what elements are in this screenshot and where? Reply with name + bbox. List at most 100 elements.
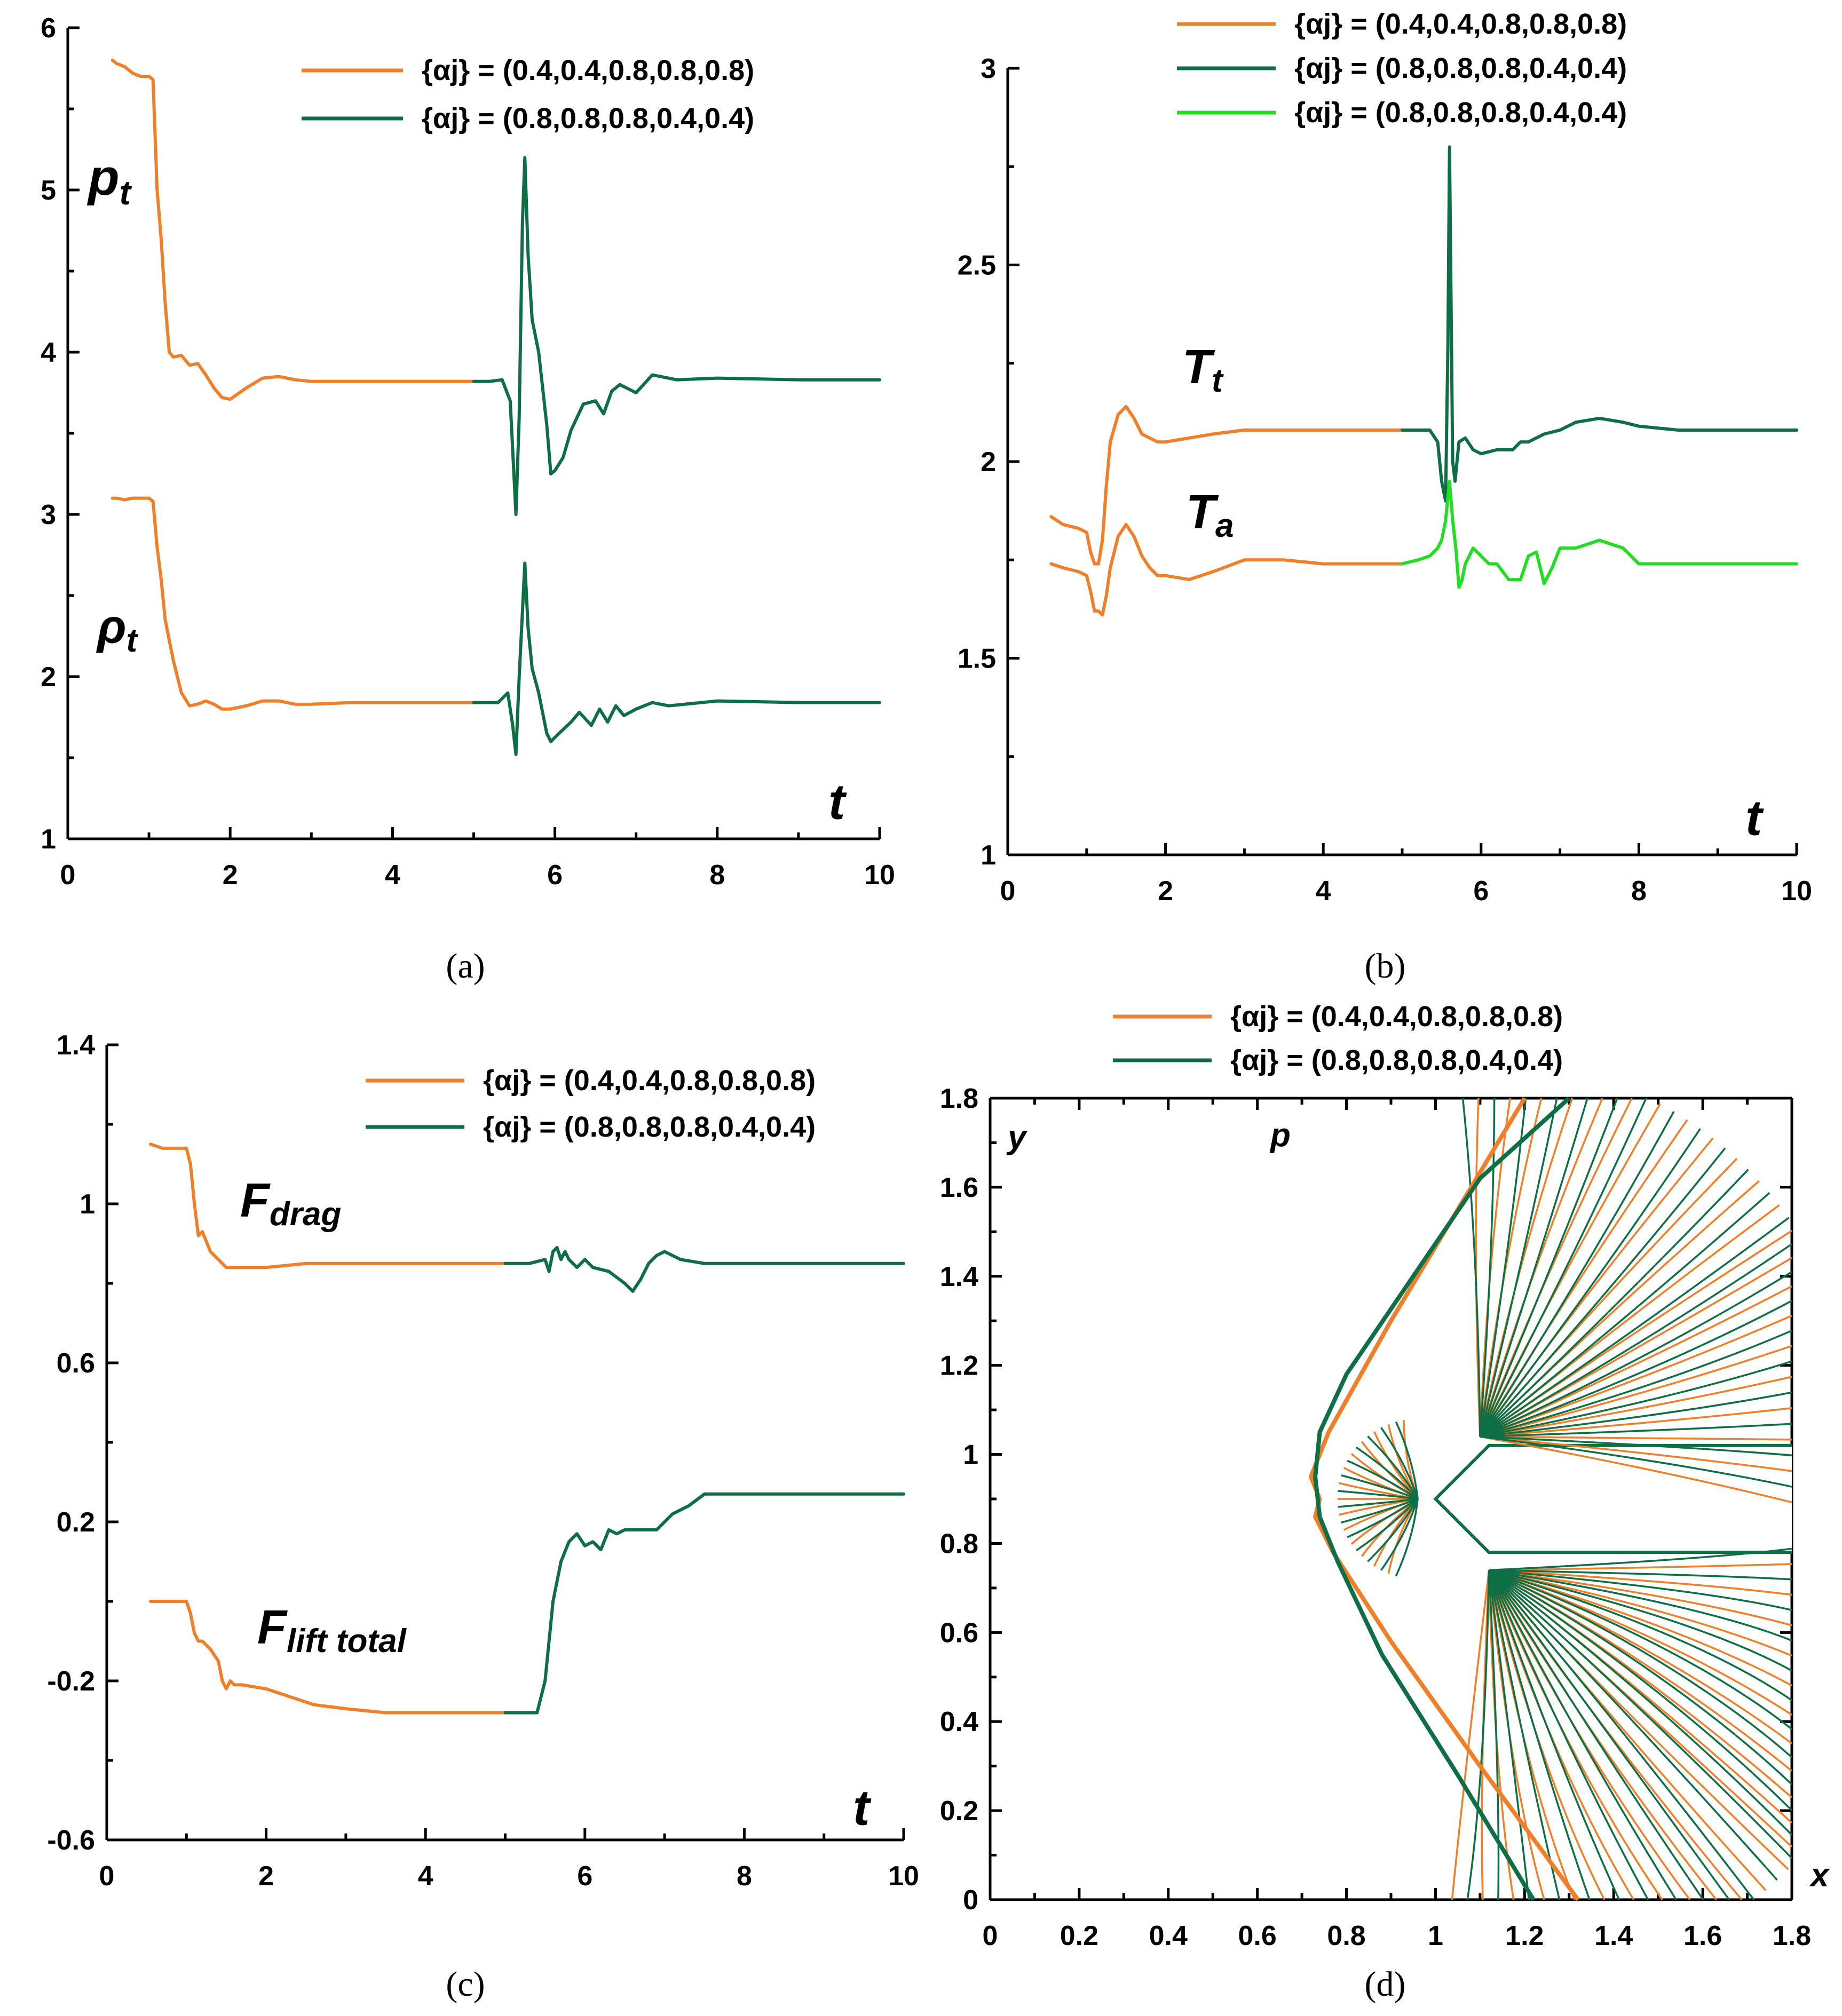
panel-b-legend-label-1: {αj} = (0.4,0.4,0.8,0.8,0.8) [1294, 8, 1627, 40]
panel-a-caption: (a) [446, 947, 485, 986]
panel-b-annotation-tt: Tt [1182, 340, 1224, 399]
panel-d-isoline [1479, 1098, 1496, 1437]
panel-c-series-line-4 [503, 1492, 905, 1715]
panel-a-legend: {αj} = (0.4,0.4,0.8,0.8,0.8) {αj} = (0.8… [302, 54, 754, 134]
panel-b-x-tick-label: 10 [1781, 876, 1812, 907]
panel-b-series-line-1 [1049, 404, 1404, 566]
panel-a-y-tick-label: 6 [41, 13, 56, 44]
panel-d-y-tick-label: 1 [963, 1440, 978, 1471]
panel-d-isolines-chart: 0 0.2 0.4 0.6 0.8 1 1.2 1.4 1.6 1.8 0 0.2 0.4 0.6 0.8 1… [940, 1001, 1830, 2004]
panel-d-xlabel: x [1809, 1857, 1830, 1894]
panel-d-x-tick-label: 1.4 [1594, 1920, 1633, 1951]
panel-d-isoline [1489, 1547, 1792, 1571]
panel-d-isoline [1488, 1569, 1730, 1901]
panel-c-y-tick-label: -0.6 [47, 1825, 95, 1856]
panel-d-x-tick-label: 1.6 [1683, 1920, 1722, 1951]
panel-d-isoline [1488, 1569, 1793, 1785]
panel-d-isoline [1488, 1569, 1789, 1870]
panel-d-x-tick-label: 1.2 [1505, 1920, 1544, 1951]
panel-d-isoline [1488, 1569, 1620, 1900]
panel-d-isoline [1488, 1570, 1515, 1900]
panel-b-y-tick-label: 1 [981, 840, 996, 871]
panel-c-y-tick-label: 0.6 [57, 1348, 95, 1379]
panel-d-isoline [1479, 1169, 1749, 1438]
panel-a-x-tick-label: 10 [864, 860, 895, 891]
panel-d-isoline [1488, 1570, 1591, 1900]
panel-d-legend-label-1: {αj} = (0.4,0.4,0.8,0.8,0.8) [1230, 1001, 1563, 1033]
panel-b-y-tick-label: 1.5 [958, 644, 996, 674]
panel-d-isoline [1488, 1570, 1545, 1900]
panel-c-series-line-3 [149, 1600, 507, 1715]
panel-c-plot-area: 0 2 4 6 8 10 -0.6 -0.2 0.2 0.6 1 1.4 [47, 1030, 919, 1892]
panel-a-y-tick-label: 3 [41, 499, 56, 530]
panel-c-x-tick-label: 10 [888, 1861, 919, 1892]
panel-a-xlabel: t [828, 774, 847, 830]
panel-d-isoline [1356, 1498, 1419, 1551]
panel-d-plot-area: 0 0.2 0.4 0.6 0.8 1 1.2 1.4 1.6 1.8 0 0.2 0.4 0.6 0.8 1… [940, 1083, 1811, 1951]
panel-d-y-tick-label: 0.4 [940, 1707, 978, 1737]
panel-d-isoline [1480, 1435, 1792, 1441]
panel-a-y-tick-label: 4 [41, 337, 56, 368]
panel-a-annotation-rho-t: ρt [96, 600, 139, 659]
panel-d-isoline [1488, 1569, 1704, 1900]
panel-d-isoline [1480, 1435, 1792, 1472]
panel-b-annotation-ta: Ta [1186, 486, 1234, 544]
panel-a-y-tick-label: 5 [41, 175, 56, 206]
panel-d-x-tick-label: 0 [983, 1920, 998, 1951]
panel-d-isoline [1488, 1569, 1649, 1900]
panel-d-isoline [1338, 1498, 1418, 1508]
panel-d-caption: (d) [1365, 1965, 1406, 2004]
panel-b-y-tick-label: 2 [981, 447, 996, 478]
panel-d-isoline [1480, 1435, 1792, 1488]
panel-d-isoline [1347, 1498, 1419, 1538]
panel-c-y-tick-label: 1 [80, 1189, 95, 1220]
panel-d-isoline [1489, 1569, 1792, 1687]
panel-a-y-tick-label: 1 [41, 824, 56, 855]
panel-b-temperature-chart: 0 2 4 6 8 10 1 1.5 2 2.5 3 {αj} = (0.4,0.4,0.8,0.8… [958, 8, 1812, 986]
panel-d-field-label: p [1269, 1117, 1291, 1154]
panel-d-isoline [1475, 1098, 1481, 1437]
panel-d-ylabel: y [1006, 1119, 1028, 1156]
panel-d-isoline [1367, 1435, 1419, 1499]
panel-d-isoline [1488, 1569, 1778, 1881]
panel-b-y-tick-label: 3 [981, 53, 996, 84]
panel-c-x-tick-label: 2 [258, 1861, 274, 1892]
panel-d-isoline [1488, 1569, 1793, 1758]
panel-d-isoline [1479, 1147, 1726, 1438]
panel-d-isoline [1479, 1098, 1647, 1437]
panel-c-y-tick-label: 0.2 [57, 1507, 95, 1538]
panel-b-plot-area: 0 2 4 6 8 10 1 1.5 2 2.5 3 [958, 53, 1812, 907]
panel-c-x-tick-label: 0 [99, 1861, 115, 1892]
panel-d-isoline [1480, 1314, 1792, 1438]
panel-d-isoline [1466, 1570, 1490, 1900]
panel-c-x-tick-label: 4 [418, 1861, 433, 1892]
panel-b-caption: (b) [1365, 947, 1406, 986]
panel-d-isoline [1479, 1098, 1574, 1437]
panel-b-x-tick-label: 2 [1158, 876, 1173, 907]
panel-a-series-line-2 [472, 156, 881, 516]
panel-d-isoline [1461, 1098, 1481, 1437]
panel-c-force-chart: 0 2 4 6 8 10 -0.6 -0.2 0.2 0.6 1 1.4 {αj} = (0.4,0.… [47, 1030, 919, 2004]
panel-c-annotation-fdrag: Fdrag [240, 1174, 341, 1233]
panel-d-isoline [1479, 1217, 1790, 1438]
panel-d-isoline [1480, 1300, 1792, 1438]
panel-b-x-tick-label: 6 [1473, 876, 1489, 907]
panel-d-isoline [1489, 1569, 1792, 1612]
panel-d-isoline [1480, 1435, 1792, 1457]
panel-d-isoline [1479, 1098, 1588, 1437]
panel-d-isoline [1341, 1474, 1418, 1500]
panel-c-legend-label-2: {αj} = (0.8,0.8,0.8,0.4,0.4) [483, 1111, 816, 1143]
panel-c-x-tick-label: 6 [577, 1861, 592, 1892]
panel-d-isoline [1489, 1569, 1792, 1672]
panel-a-series-line-1 [110, 58, 476, 401]
panel-d-isoline [1479, 1098, 1511, 1437]
panel-d-isoline [1488, 1569, 1755, 1901]
panel-c-series-line-2 [503, 1245, 905, 1293]
panel-d-y-tick-label: 1.4 [940, 1261, 978, 1292]
panel-d-isoline [1489, 1569, 1792, 1642]
panel-d-isoline [1480, 1345, 1792, 1438]
panel-d-isoline [1380, 1498, 1419, 1571]
